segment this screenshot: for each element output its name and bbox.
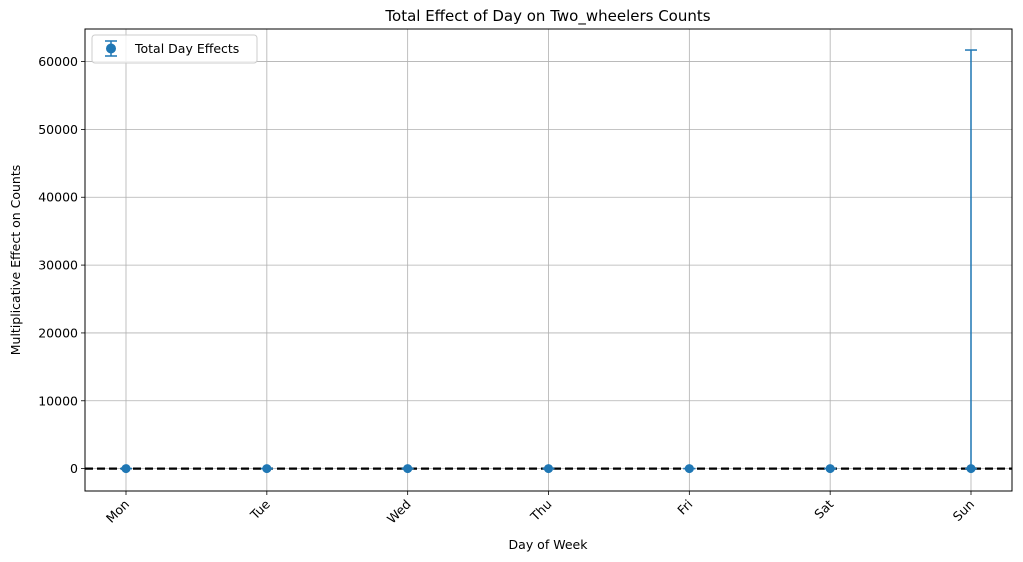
x-tick-label-sun: Sun <box>950 497 977 524</box>
x-tick-label-thu: Thu <box>527 497 555 525</box>
x-axis-label: Day of Week <box>509 537 589 552</box>
x-tick-label-mon: Mon <box>103 497 132 526</box>
legend-label: Total Day Effects <box>134 41 239 56</box>
x-tick-label-sat: Sat <box>811 496 836 521</box>
y-tick-label: 20000 <box>38 325 78 340</box>
y-axis-ticks: 0 10000 20000 30000 40000 50000 60000 <box>38 54 85 476</box>
y-axis-label: Multiplicative Effect on Counts <box>8 165 23 356</box>
x-axis-ticks: Mon Tue Wed Thu Fri Sat Sun <box>103 491 977 526</box>
y-tick-label: 60000 <box>38 54 78 69</box>
data-point-thu <box>544 464 553 474</box>
legend-box <box>91 34 258 64</box>
data-points <box>121 464 976 474</box>
data-point-sat <box>825 464 835 474</box>
chart-title: Total Effect of Day on Two_wheelers Coun… <box>384 7 710 26</box>
legend: Total Day Effects <box>91 34 258 64</box>
data-point-sun <box>966 464 976 474</box>
data-point-mon <box>121 464 131 474</box>
x-tick-label-wed: Wed <box>384 497 414 527</box>
y-tick-label: 30000 <box>38 258 78 273</box>
y-tick-label: 40000 <box>38 190 78 205</box>
legend-point-marker <box>106 43 116 54</box>
y-tick-label: 10000 <box>38 393 78 408</box>
x-tick-label-fri: Fri <box>674 497 695 518</box>
data-point-fri <box>684 464 694 474</box>
y-tick-label: 50000 <box>38 122 78 137</box>
grid <box>85 29 1012 491</box>
data-point-tue <box>262 464 272 474</box>
x-tick-label-tue: Tue <box>247 496 274 523</box>
y-tick-label: 0 <box>70 461 78 476</box>
data-point-wed <box>403 464 413 474</box>
